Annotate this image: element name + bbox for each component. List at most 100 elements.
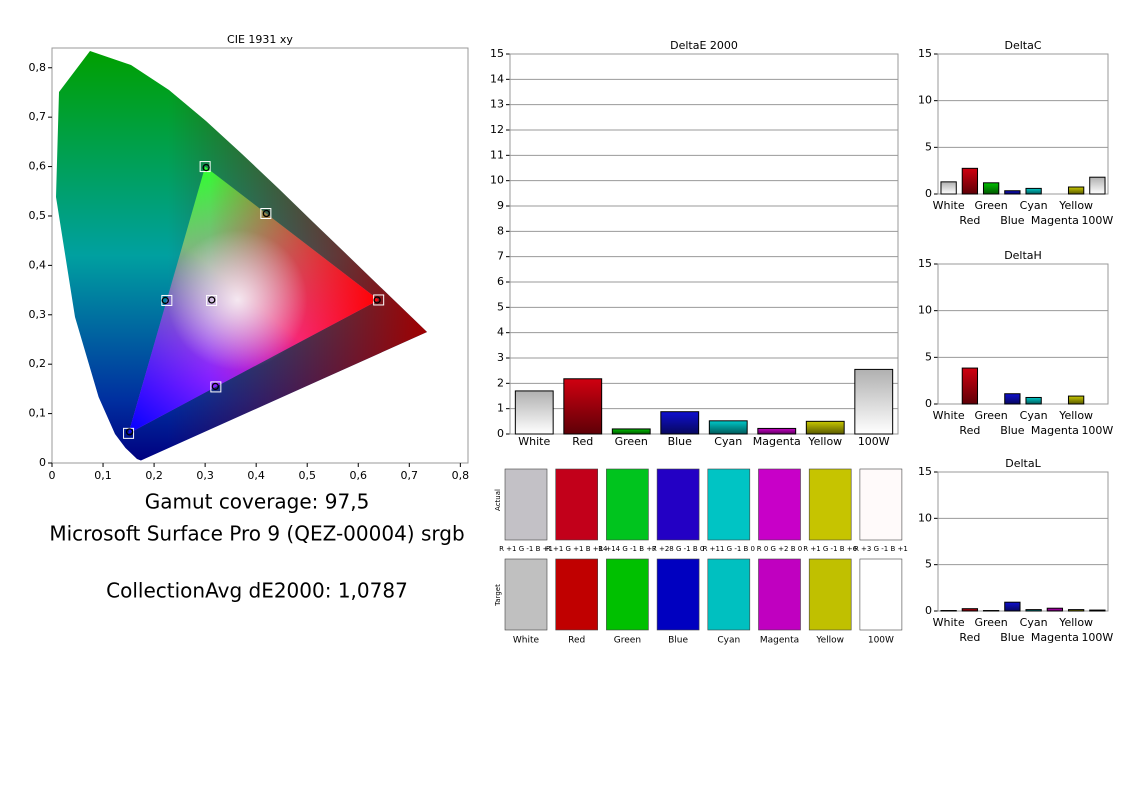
y-tick-label: 0,3 — [29, 308, 47, 321]
target-swatch — [707, 558, 751, 631]
x-tick-label: Green — [974, 616, 1007, 629]
bar — [1067, 609, 1085, 612]
bar — [1067, 395, 1085, 405]
row-label: Actual — [494, 489, 502, 511]
x-tick-label: 100W — [1081, 424, 1113, 437]
average-de: CollectionAvg dE2000: 1,0787 — [106, 579, 408, 603]
bar — [961, 367, 979, 405]
bar — [660, 411, 700, 435]
x-tick-label: Red — [959, 424, 980, 437]
target-swatch — [859, 558, 903, 631]
swatch-name: 100W — [868, 636, 894, 646]
measured-point — [262, 209, 271, 218]
x-tick-label: 0,2 — [145, 469, 163, 482]
bar — [1004, 601, 1021, 612]
actual-swatch — [656, 468, 700, 541]
y-tick-label: 10 — [918, 94, 932, 107]
actual-swatch — [504, 468, 548, 541]
y-tick-label: 12 — [490, 123, 504, 136]
chart-title: DeltaE 2000 — [670, 39, 738, 52]
x-tick-label: Green — [615, 435, 648, 448]
x-tick-label: Cyan — [1020, 409, 1048, 422]
y-tick-label: 0,2 — [29, 357, 47, 370]
x-tick-label: 0,6 — [350, 469, 368, 482]
x-tick-label: Yellow — [1058, 409, 1093, 422]
x-tick-label: White — [933, 616, 965, 629]
target-swatch — [555, 558, 599, 631]
target-swatch — [504, 558, 548, 631]
y-tick-label: 5 — [497, 300, 504, 313]
x-tick-label: 0,5 — [298, 469, 316, 482]
bar — [757, 427, 797, 435]
y-tick-label: 10 — [490, 174, 504, 187]
y-tick-label: 4 — [497, 326, 504, 339]
bar — [514, 390, 554, 435]
x-tick-label: Cyan — [1020, 616, 1048, 629]
swatch-name: Red — [568, 636, 585, 646]
chart-title: DeltaL — [1005, 457, 1041, 470]
bar — [1025, 396, 1042, 405]
y-tick-label: 14 — [490, 72, 504, 85]
actual-swatch — [606, 468, 649, 541]
swatch-name: Blue — [668, 636, 688, 646]
y-tick-label: 0,4 — [29, 258, 47, 271]
y-tick-label: 0 — [925, 604, 932, 617]
x-tick-label: 0,4 — [247, 469, 265, 482]
plot-frame — [937, 53, 1109, 195]
x-tick-label: Blue — [1000, 631, 1025, 644]
chart-title: DeltaC — [1004, 39, 1041, 52]
x-tick-label: Blue — [668, 435, 693, 448]
x-tick-label: 0 — [49, 469, 56, 482]
y-tick-label: 11 — [490, 148, 504, 161]
x-tick-label: Red — [572, 435, 593, 448]
y-tick-label: 7 — [497, 250, 504, 263]
y-tick-label: 0 — [925, 397, 932, 410]
plot-frame — [509, 53, 899, 435]
x-tick-label: Red — [959, 214, 980, 227]
bar — [1004, 393, 1021, 405]
plot-frame — [937, 471, 1109, 612]
y-tick-label: 13 — [490, 98, 504, 111]
target-swatch — [808, 558, 852, 631]
bar — [611, 428, 651, 435]
y-tick-label: 5 — [925, 350, 932, 363]
difference-label: R +28 G -1 B 0 — [652, 545, 704, 553]
y-tick-label: 0 — [925, 187, 932, 200]
bar — [805, 420, 845, 435]
difference-label: R +1 G -1 B +6 — [803, 545, 857, 553]
y-tick-label: 8 — [497, 224, 504, 237]
target-swatch — [758, 558, 801, 631]
bar — [940, 181, 957, 195]
difference-label: R 0 G +2 B 0 — [757, 545, 802, 553]
measured-point — [211, 382, 219, 391]
difference-label: R +11 G -1 B 0 — [703, 545, 755, 553]
y-tick-label: 0,5 — [29, 209, 47, 222]
actual-swatch — [707, 468, 751, 541]
difference-label: R +1 G +1 B +14 — [546, 545, 608, 553]
actual-swatch — [555, 468, 599, 541]
y-tick-label: 15 — [918, 257, 932, 270]
x-tick-label: Yellow — [1058, 616, 1093, 629]
bar — [1067, 186, 1085, 195]
bar — [1089, 176, 1106, 195]
x-tick-label: Magenta — [1031, 631, 1079, 644]
bar — [563, 378, 603, 435]
measured-point — [202, 163, 210, 172]
gamut-coverage: Gamut coverage: 97,5 — [145, 490, 370, 514]
bar — [961, 608, 979, 612]
measured-point — [373, 296, 381, 304]
bar — [854, 368, 894, 435]
y-tick-label: 3 — [497, 351, 504, 364]
x-tick-label: 100W — [858, 435, 890, 448]
y-tick-label: 0,6 — [29, 160, 47, 173]
difference-label: R +3 G -1 B +1 — [854, 545, 908, 553]
y-tick-label: 0,1 — [29, 407, 47, 420]
y-tick-label: 0,7 — [29, 110, 47, 123]
y-tick-label: 0,8 — [29, 61, 47, 74]
y-tick-label: 2 — [497, 376, 504, 389]
plot-frame — [51, 47, 469, 464]
x-tick-label: White — [933, 199, 965, 212]
swatch-name: White — [513, 636, 540, 646]
bar — [1025, 187, 1042, 195]
